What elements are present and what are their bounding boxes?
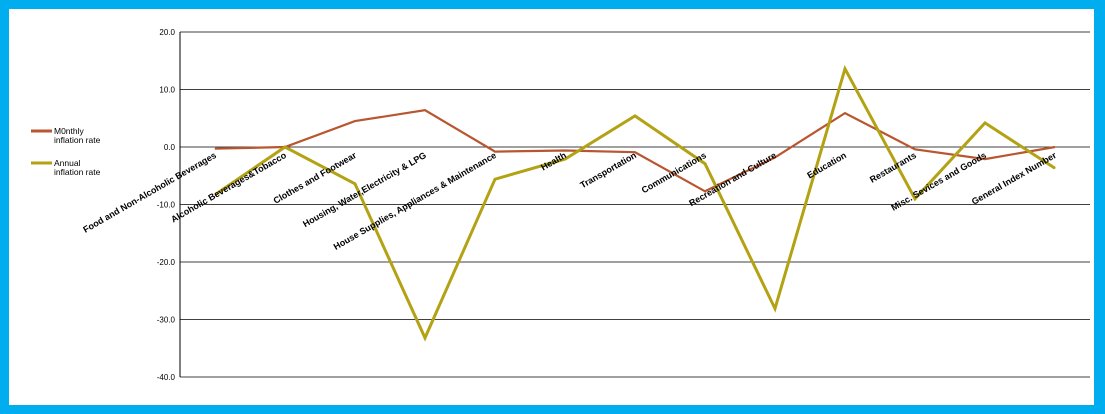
data-point bbox=[214, 194, 216, 196]
y-tick-label: 20.0 bbox=[159, 28, 175, 37]
data-point bbox=[424, 109, 426, 111]
y-tick-label: -40.0 bbox=[157, 373, 176, 382]
data-point bbox=[914, 148, 916, 150]
y-tick-label: -20.0 bbox=[157, 258, 176, 267]
data-point bbox=[914, 198, 916, 200]
data-point bbox=[1054, 146, 1056, 148]
data-point bbox=[1054, 167, 1056, 169]
chart-panel: 20.0 10.0 0.0 -10.0 -20.0 -30.0 -40.0 Food and… bbox=[9, 9, 1094, 405]
category-label: Health bbox=[539, 150, 568, 172]
data-point bbox=[984, 158, 986, 160]
data-point bbox=[704, 163, 706, 165]
data-point bbox=[774, 308, 776, 310]
data-point bbox=[564, 158, 566, 160]
series-lines bbox=[214, 64, 1056, 342]
category-label: Food and Non-Alcoholic Beverages bbox=[81, 150, 218, 235]
data-point bbox=[354, 120, 356, 122]
category-label: Alcoholic Beverages&Tobacco bbox=[169, 150, 288, 225]
legend-label: inflation rate bbox=[54, 135, 101, 145]
data-point bbox=[844, 68, 846, 70]
data-point bbox=[424, 337, 426, 339]
y-tick-label: -30.0 bbox=[157, 316, 176, 325]
data-point bbox=[214, 148, 216, 150]
y-tick-label: -10.0 bbox=[157, 201, 176, 210]
legend-label: M0nthly bbox=[54, 126, 85, 136]
data-point bbox=[634, 151, 636, 153]
data-point bbox=[494, 151, 496, 153]
data-point bbox=[774, 156, 776, 158]
data-point bbox=[704, 190, 706, 192]
y-tick-label: 0.0 bbox=[164, 143, 176, 152]
data-point bbox=[284, 146, 286, 148]
category-label: Transportation bbox=[578, 150, 638, 190]
legend-label: inflation rate bbox=[54, 167, 101, 177]
series-line-monthly bbox=[214, 109, 1056, 193]
data-point bbox=[844, 112, 846, 114]
y-axis-ticks: 20.0 10.0 0.0 -10.0 -20.0 -30.0 -40.0 bbox=[157, 28, 176, 382]
data-point bbox=[634, 115, 636, 117]
data-point bbox=[984, 122, 986, 124]
legend-label: Annual bbox=[54, 158, 81, 168]
gridlines bbox=[180, 31, 1090, 378]
data-point bbox=[494, 178, 496, 180]
category-label: Education bbox=[805, 150, 848, 180]
data-point bbox=[564, 149, 566, 151]
line-chart: 20.0 10.0 0.0 -10.0 -20.0 -30.0 -40.0 Food and… bbox=[31, 28, 1090, 382]
category-labels: Food and Non-Alcoholic BeveragesAlcoholi… bbox=[81, 150, 1058, 252]
data-point bbox=[354, 183, 356, 185]
y-tick-label: 10.0 bbox=[159, 86, 175, 95]
category-label: Housing, Water,Electricity & LPG bbox=[301, 150, 428, 229]
